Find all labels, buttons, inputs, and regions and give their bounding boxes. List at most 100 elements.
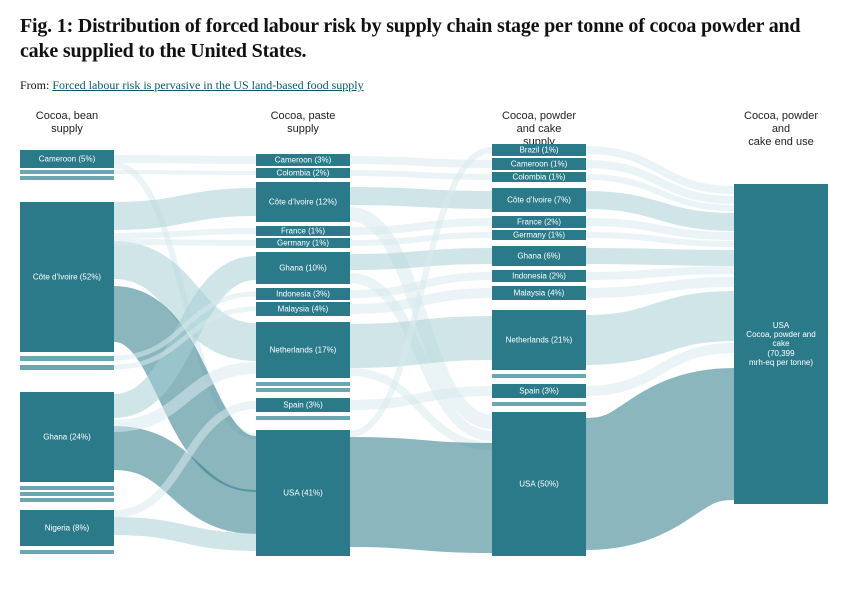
sankey-flow	[350, 214, 492, 422]
sankey-node: USA (50%)	[492, 412, 586, 556]
sankey-flow	[586, 434, 734, 484]
sankey-node-label: France (2%)	[496, 217, 582, 226]
sankey-node-label: Côte d'Ivoire (52%)	[24, 272, 110, 281]
sankey-node: France (2%)	[492, 216, 586, 228]
sankey-node: Indonesia (2%)	[492, 270, 586, 282]
sankey-node: Cameroon (1%)	[492, 158, 586, 170]
sankey-node	[492, 402, 586, 406]
sankey-node: USA Cocoa, powder and cake (70,399 mrh-e…	[734, 184, 828, 504]
sankey-flow	[350, 196, 492, 200]
sankey-node-label: Ghana (10%)	[260, 263, 346, 272]
sankey-node-label: Cameroon (5%)	[24, 154, 110, 163]
sankey-flow	[586, 164, 734, 200]
source-prefix: From:	[20, 78, 52, 92]
sankey-node-label: Cameroon (3%)	[260, 155, 346, 164]
sankey-node-label: Malaysia (4%)	[496, 288, 582, 297]
sankey-node-label: Colombia (2%)	[260, 168, 346, 177]
sankey-node: Brazil (1%)	[492, 144, 586, 156]
sankey-node-label: Ghana (6%)	[496, 251, 582, 260]
sankey-flow	[114, 231, 256, 236]
sankey-flow	[350, 276, 492, 294]
sankey-node-label: Germany (1%)	[260, 238, 346, 247]
figure-source: From: Forced labour risk is pervasive in…	[20, 78, 828, 93]
sankey-node-label: USA Cocoa, powder and cake (70,399 mrh-e…	[738, 321, 824, 367]
sankey-flow	[114, 260, 256, 342]
sankey-flow	[586, 316, 734, 340]
sankey-node: Côte d'Ivoire (52%)	[20, 202, 114, 352]
sankey-flow	[586, 222, 734, 236]
sankey-node-label: Netherlands (21%)	[496, 335, 582, 344]
sankey-node: Colombia (2%)	[256, 168, 350, 178]
sankey-flow	[586, 282, 734, 293]
sankey-node: Côte d'Ivoire (12%)	[256, 182, 350, 222]
sankey-node-label: Nigeria (8%)	[24, 523, 110, 532]
sankey-node-label: Brazil (1%)	[496, 145, 582, 154]
sankey-node: Nigeria (8%)	[20, 510, 114, 546]
sankey-node: Colombia (1%)	[492, 172, 586, 182]
sankey-node: Ghana (24%)	[20, 392, 114, 482]
sankey-flow	[114, 294, 256, 358]
sankey-flow	[586, 150, 734, 190]
sankey-node: Cameroon (3%)	[256, 154, 350, 166]
sankey-node	[20, 486, 114, 490]
sankey-node: Spain (3%)	[492, 384, 586, 398]
sankey-node: Malaysia (4%)	[256, 302, 350, 316]
sankey-node	[20, 498, 114, 502]
sankey-flow	[350, 222, 492, 231]
sankey-flow	[114, 405, 256, 514]
sankey-flow	[114, 314, 256, 464]
sankey-node-label: Spain (3%)	[496, 386, 582, 395]
sankey-node-label: Côte d'Ivoire (12%)	[260, 197, 346, 206]
sankey-node-label: USA (50%)	[496, 479, 582, 488]
sankey-node-label: Indonesia (3%)	[260, 289, 346, 298]
sankey-flow	[114, 448, 256, 512]
sankey-node	[20, 170, 114, 174]
stage-label: Cocoa, paste supply	[256, 110, 350, 136]
sankey-flow	[586, 256, 734, 258]
sankey-flow	[586, 200, 734, 222]
sankey-node: France (1%)	[256, 226, 350, 236]
sankey-flow	[586, 270, 734, 276]
sankey-flow	[350, 160, 492, 164]
sankey-node: USA (41%)	[256, 430, 350, 556]
sankey-node: Netherlands (21%)	[492, 310, 586, 370]
sankey-flow	[350, 338, 492, 346]
sankey-flow	[350, 492, 492, 498]
sankey-node	[20, 550, 114, 554]
sankey-node: Netherlands (17%)	[256, 322, 350, 378]
sankey-node	[20, 365, 114, 370]
sankey-node	[20, 176, 114, 180]
sankey-flow	[350, 173, 492, 177]
stage-label: Cocoa, powder and cake end use	[734, 110, 828, 150]
sankey-node	[20, 492, 114, 496]
sankey-node	[492, 374, 586, 378]
sankey-node	[256, 416, 350, 420]
sankey-flow	[586, 348, 734, 391]
sankey-node-label: Malaysia (4%)	[260, 304, 346, 313]
sankey-flow	[350, 235, 492, 243]
sankey-node-label: Netherlands (17%)	[260, 345, 346, 354]
figure-title: Fig. 1: Distribution of forced labour ri…	[20, 14, 828, 64]
sankey-flow	[350, 391, 492, 405]
sankey-node-label: Germany (1%)	[496, 230, 582, 239]
source-link[interactable]: Forced labour risk is pervasive in the U…	[52, 78, 363, 92]
sankey-node	[256, 388, 350, 392]
sankey-node-label: USA (41%)	[260, 488, 346, 497]
sankey-flow	[350, 278, 492, 436]
sankey-flow	[350, 150, 492, 434]
sankey-flow	[114, 368, 256, 426]
sankey-node: Ghana (6%)	[492, 246, 586, 266]
sankey-flow	[350, 372, 492, 446]
sankey-node-label: Cameroon (1%)	[496, 159, 582, 168]
sankey-node: Côte d'Ivoire (7%)	[492, 188, 586, 212]
sankey-node: Cameroon (5%)	[20, 150, 114, 168]
sankey-node	[256, 382, 350, 386]
sankey-node-label: Ghana (24%)	[24, 432, 110, 441]
sankey-node-label: Indonesia (2%)	[496, 271, 582, 280]
sankey-node-label: Côte d'Ivoire (7%)	[496, 195, 582, 204]
sankey-flow	[586, 177, 734, 208]
sankey-node	[20, 356, 114, 361]
sankey-node: Germany (1%)	[492, 230, 586, 240]
sankey-flow	[114, 165, 256, 436]
sankey-flow	[114, 172, 256, 173]
